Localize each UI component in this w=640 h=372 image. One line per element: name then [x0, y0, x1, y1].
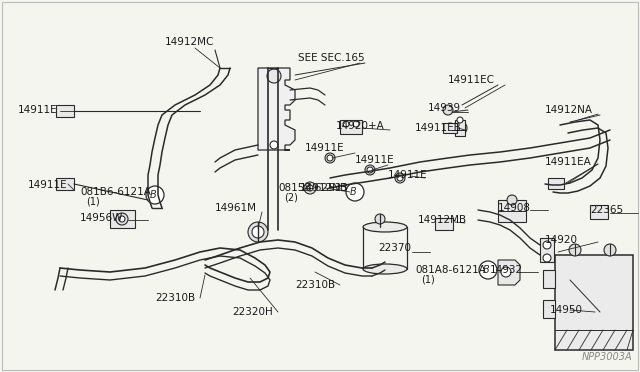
Bar — [543, 300, 555, 318]
Text: 22310B: 22310B — [295, 280, 335, 290]
Circle shape — [569, 244, 581, 256]
Circle shape — [119, 216, 125, 222]
Text: 22370: 22370 — [378, 243, 411, 253]
Circle shape — [327, 155, 333, 161]
Bar — [543, 270, 555, 288]
Circle shape — [304, 182, 316, 194]
Circle shape — [252, 226, 264, 238]
Text: 14911E: 14911E — [28, 180, 68, 190]
Circle shape — [353, 121, 359, 127]
Circle shape — [453, 121, 467, 135]
Circle shape — [343, 121, 349, 127]
Bar — [56, 105, 74, 117]
Circle shape — [146, 186, 164, 204]
Text: 22320H: 22320H — [232, 307, 273, 317]
Text: 081B6-6121A: 081B6-6121A — [80, 187, 151, 197]
Circle shape — [457, 117, 463, 123]
Polygon shape — [498, 260, 520, 285]
Text: (1): (1) — [86, 197, 100, 207]
Circle shape — [395, 173, 405, 183]
Text: 22365: 22365 — [590, 205, 623, 215]
Circle shape — [501, 267, 511, 277]
Circle shape — [325, 153, 335, 163]
Text: 14911EA: 14911EA — [545, 157, 592, 167]
Text: 14911EC: 14911EC — [448, 75, 495, 85]
Text: 22310B: 22310B — [155, 293, 195, 303]
Text: B: B — [150, 190, 156, 200]
Text: 14908: 14908 — [498, 203, 531, 213]
Text: SEE SEC.165: SEE SEC.165 — [298, 53, 365, 63]
Bar — [498, 200, 526, 222]
Bar — [110, 210, 135, 228]
Text: 14932: 14932 — [490, 265, 523, 275]
Text: 14911E: 14911E — [355, 155, 395, 165]
Polygon shape — [258, 68, 295, 150]
Text: 14911E: 14911E — [388, 170, 428, 180]
Text: 14961M: 14961M — [215, 203, 257, 213]
Circle shape — [375, 214, 385, 224]
Circle shape — [346, 183, 364, 201]
Text: 14911E: 14911E — [18, 105, 58, 115]
Circle shape — [445, 123, 455, 133]
Text: 14920+A: 14920+A — [336, 121, 385, 131]
Text: 14912MC: 14912MC — [165, 37, 214, 47]
Text: 14939: 14939 — [428, 103, 461, 113]
Bar — [540, 238, 554, 262]
Circle shape — [479, 261, 497, 279]
Text: 14956W: 14956W — [80, 213, 124, 223]
Bar — [56, 178, 74, 190]
Bar — [548, 178, 564, 189]
Bar — [590, 205, 608, 219]
Text: NPP3003A: NPP3003A — [581, 352, 632, 362]
Circle shape — [248, 222, 268, 242]
Text: (1): (1) — [421, 275, 435, 285]
Text: 14920: 14920 — [545, 235, 578, 245]
Bar — [555, 255, 633, 350]
Circle shape — [267, 69, 281, 83]
Text: 14912NB: 14912NB — [300, 183, 348, 193]
Circle shape — [270, 72, 278, 80]
Text: B: B — [349, 187, 356, 197]
Text: 14911E: 14911E — [305, 143, 344, 153]
Circle shape — [543, 254, 551, 262]
Bar — [340, 120, 362, 134]
Circle shape — [116, 213, 128, 225]
Circle shape — [397, 175, 403, 181]
Circle shape — [367, 167, 373, 173]
Bar — [435, 218, 453, 230]
Text: 14950: 14950 — [550, 305, 583, 315]
Text: 14911EB: 14911EB — [415, 123, 461, 133]
Circle shape — [307, 185, 313, 191]
Text: 14912MB: 14912MB — [418, 215, 467, 225]
Text: 08158-62533: 08158-62533 — [278, 183, 348, 193]
Circle shape — [543, 241, 551, 249]
Bar — [443, 123, 457, 133]
Text: (2): (2) — [284, 193, 298, 203]
Circle shape — [270, 141, 278, 149]
Circle shape — [604, 244, 616, 256]
Circle shape — [456, 124, 464, 132]
Text: 14912NA: 14912NA — [545, 105, 593, 115]
Ellipse shape — [363, 222, 407, 232]
Text: B: B — [483, 265, 490, 275]
Ellipse shape — [363, 264, 407, 274]
Circle shape — [365, 165, 375, 175]
Text: 081A8-6121A: 081A8-6121A — [415, 265, 486, 275]
Circle shape — [507, 195, 517, 205]
Circle shape — [443, 105, 453, 115]
Bar — [455, 120, 465, 136]
